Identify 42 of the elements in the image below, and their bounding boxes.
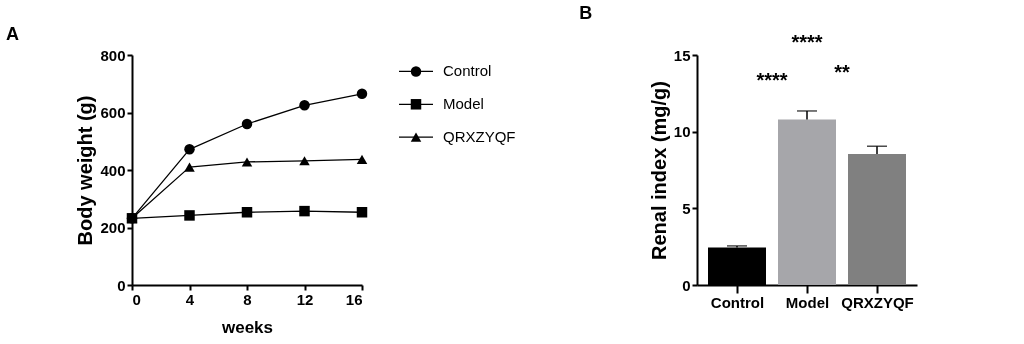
y-tick-label: 0 <box>117 276 126 294</box>
point <box>356 207 368 218</box>
y-axis-title: Renal index (mg/g) <box>647 81 670 260</box>
point <box>299 100 310 111</box>
point <box>299 156 310 166</box>
annotation: ** <box>834 61 850 83</box>
chart-title: B <box>579 3 593 23</box>
x-tick-label: Control <box>710 293 765 311</box>
point <box>299 205 310 217</box>
y-tick-label: 600 <box>100 104 126 121</box>
x-tick-label: 4 <box>185 290 195 308</box>
chart-title: A <box>5 24 19 44</box>
legend-label: Control <box>443 62 492 80</box>
y-tick-label: 15 <box>673 46 691 64</box>
y-tick-label: 400 <box>100 161 126 179</box>
point <box>241 118 253 130</box>
y-tick-label: 5 <box>682 199 691 217</box>
y-tick-label: 200 <box>100 219 126 236</box>
annotation: **** <box>756 69 788 91</box>
x-tick-label: QRXZYQF <box>841 293 914 311</box>
legend-label: Model <box>443 95 484 113</box>
point <box>184 144 195 155</box>
x-tick-label: 0 <box>132 290 141 308</box>
bar <box>848 153 906 285</box>
x-axis-title: weeks <box>220 317 274 337</box>
y-tick-label: 800 <box>100 46 126 64</box>
point <box>184 210 195 221</box>
x-tick-label: 8 <box>243 290 252 308</box>
y-axis-title: Body weight (g) <box>74 95 97 246</box>
legend-label: QRXZYQF <box>443 128 516 146</box>
point <box>184 162 195 172</box>
point <box>241 157 253 167</box>
x-tick-label: 16 <box>345 290 363 308</box>
x-tick-label: Model <box>785 293 830 311</box>
point <box>356 88 368 100</box>
y-tick-label: 0 <box>682 276 691 294</box>
x-tick-label: 12 <box>296 290 314 308</box>
bar <box>778 119 836 285</box>
point <box>241 207 253 218</box>
y-tick-label: 10 <box>673 123 691 141</box>
text: **** <box>791 31 823 53</box>
point <box>356 154 368 164</box>
